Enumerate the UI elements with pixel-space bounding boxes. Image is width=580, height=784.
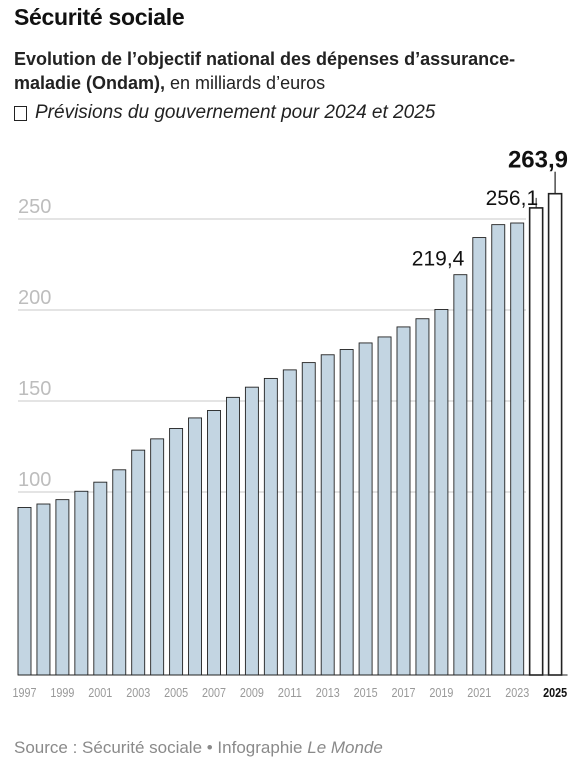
x-tick-label-2017: 2017 xyxy=(392,685,416,700)
bar-1998 xyxy=(36,503,51,676)
bar-2009 xyxy=(244,386,259,676)
bar-2011 xyxy=(282,369,297,676)
data-label-2025: 263,9 xyxy=(508,147,568,174)
y-tick-label-150: 150 xyxy=(18,378,51,400)
bar-2007 xyxy=(207,410,221,676)
x-tick-label-2015: 2015 xyxy=(354,685,378,700)
data-label-2024: 256,1 xyxy=(486,187,539,210)
x-tick-label-2005: 2005 xyxy=(164,685,188,700)
y-tick-label-250: 250 xyxy=(18,196,51,218)
page-title: Sécurité sociale xyxy=(14,4,185,30)
x-tick-label-2007: 2007 xyxy=(202,685,226,700)
x-tick-label-2021: 2021 xyxy=(467,685,491,700)
bar-2002 xyxy=(112,469,127,676)
bar-2023 xyxy=(510,222,525,676)
bar-2008 xyxy=(225,396,240,676)
subtitle-unit: en milliards d’euros xyxy=(165,73,326,93)
x-tick-label-1997: 1997 xyxy=(13,685,37,700)
x-tick-label-2009: 2009 xyxy=(240,685,264,700)
source-brand: Le Monde xyxy=(307,738,383,757)
bar-1999 xyxy=(55,499,70,676)
legend-label: Prévisions du gouvernement pour 2024 et … xyxy=(35,102,436,123)
legend: Prévisions du gouvernement pour 2024 et … xyxy=(14,102,435,124)
bar-2024 xyxy=(528,207,544,676)
x-tick-label-2001: 2001 xyxy=(88,685,112,700)
x-tick-label-2019: 2019 xyxy=(429,685,453,700)
bar-2006 xyxy=(188,417,203,676)
bar-2022 xyxy=(491,224,506,676)
bar-2003 xyxy=(131,449,146,676)
bar-2004 xyxy=(150,438,165,676)
x-tick-label-1999: 1999 xyxy=(50,685,74,700)
bar-1997 xyxy=(17,507,32,676)
bar-2015 xyxy=(358,342,373,676)
bar-2025 xyxy=(547,192,563,676)
y-tick-label-100: 100 xyxy=(18,469,51,491)
bar-2010 xyxy=(263,377,278,676)
bar-2017 xyxy=(396,326,411,676)
data-label-2020: 219,4 xyxy=(412,248,465,271)
bar-2016 xyxy=(377,336,392,676)
bar-2021 xyxy=(472,237,487,676)
bar-2005 xyxy=(169,428,184,676)
x-tick-label-2025: 2025 xyxy=(543,685,567,700)
x-tick-label-2003: 2003 xyxy=(126,685,150,700)
bar-2001 xyxy=(93,481,108,676)
chart-subtitle: Evolution de l’objectif national des dép… xyxy=(14,47,574,95)
bar-2018 xyxy=(415,318,430,676)
x-tick-label-2011: 2011 xyxy=(278,685,302,700)
bar-2019 xyxy=(434,309,449,676)
subtitle-bold: Evolution de l’objectif national des dép… xyxy=(14,49,516,93)
source-text: Source : Sécurité sociale • Infographie xyxy=(14,738,308,757)
bar-2020 xyxy=(453,274,468,676)
bar-2012 xyxy=(301,362,316,676)
bar-2000 xyxy=(74,490,89,676)
x-tick-label-2023: 2023 xyxy=(505,685,529,700)
bar-2013 xyxy=(320,354,335,676)
y-tick-label-200: 200 xyxy=(18,287,51,309)
bar-2014 xyxy=(339,349,354,676)
x-tick-label-2013: 2013 xyxy=(316,685,340,700)
source-credit: Source : Sécurité sociale • Infographie … xyxy=(14,738,383,758)
forecast-legend-swatch xyxy=(14,105,27,121)
